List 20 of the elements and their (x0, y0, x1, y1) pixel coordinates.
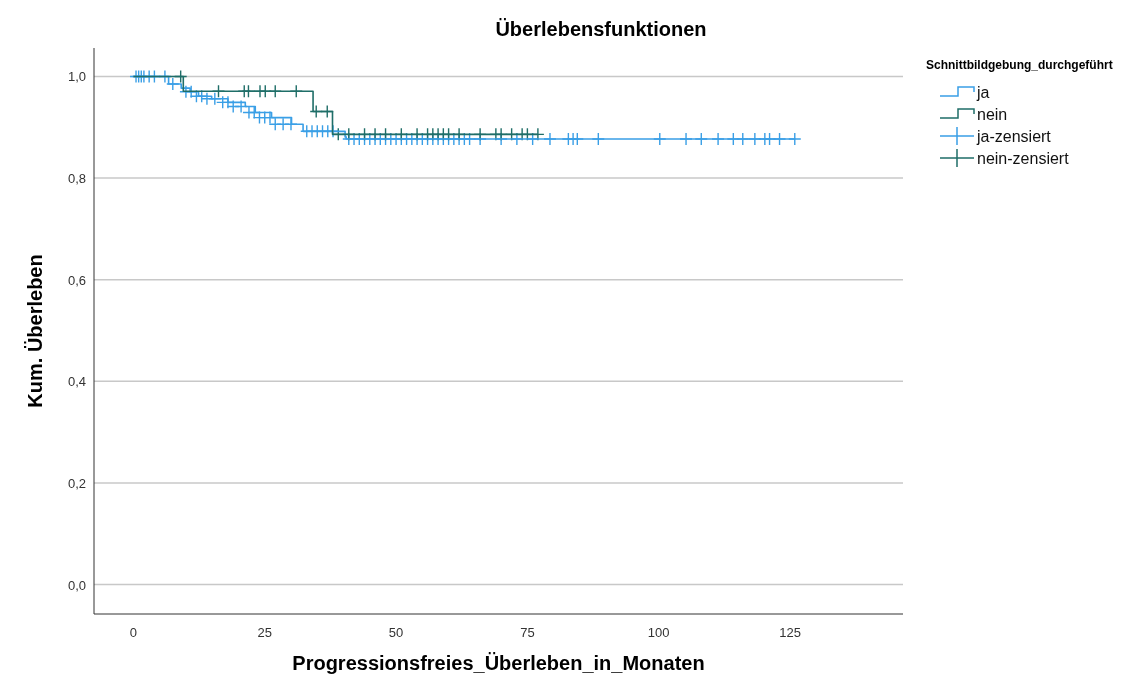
y-tick-label: 1,0 (67, 69, 86, 85)
y-axis-title: Kum. Überleben (24, 254, 46, 408)
legend-label: nein-zensiert (977, 150, 1070, 167)
x-tick-label: 25 (257, 625, 272, 640)
x-tick-label: 50 (388, 625, 404, 640)
y-tick-label: 0,4 (67, 374, 86, 390)
legend-title: Schnittbildgebung_durchgeführt (926, 58, 1113, 72)
x-tick-label: 100 (647, 625, 670, 640)
y-tick-label: 0,8 (67, 171, 86, 187)
x-tick-label: 125 (779, 625, 801, 640)
x-axis-title: Progressionsfreies_Überleben_in_Monaten (292, 652, 705, 674)
legend-label: ja (976, 84, 990, 101)
y-tick-label: 0,6 (67, 272, 86, 288)
x-tick-label: 0 (129, 625, 138, 640)
legend-label: nein (977, 106, 1008, 123)
legend-label: ja-zensiert (976, 128, 1052, 145)
chart-title: Überlebensfunktionen (495, 18, 707, 40)
x-tick-label: 75 (520, 625, 535, 640)
y-tick-label: 0,2 (67, 475, 86, 491)
y-tick-label: 0,0 (67, 577, 86, 593)
